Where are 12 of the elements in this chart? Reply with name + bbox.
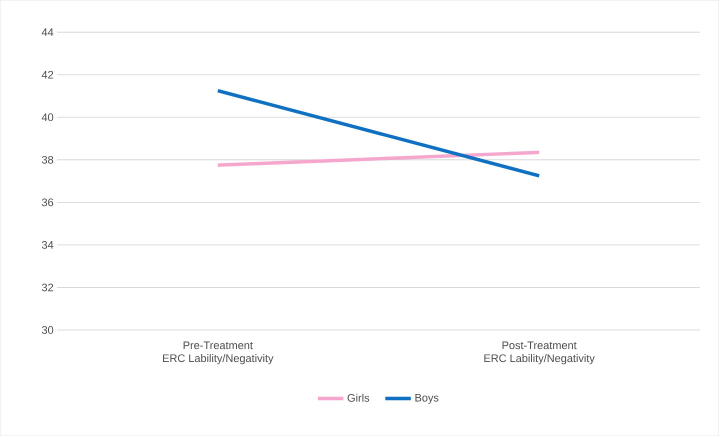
y-tick-label: 32: [42, 284, 54, 292]
x-tick-label: Pre-Treatment ERC Lability/Negativity: [163, 341, 274, 364]
x-tick-label: Post-Treatment ERC Lability/Negativity: [484, 341, 595, 364]
y-tick-label: 44: [42, 28, 54, 36]
y-tick-label: 38: [42, 156, 54, 164]
y-tick-label: 30: [42, 326, 54, 334]
legend-label: Boys: [415, 394, 438, 404]
y-tick-label: 42: [42, 70, 54, 78]
y-tick-label: 34: [42, 240, 54, 249]
y-tick-label: 36: [42, 198, 54, 206]
y-tick-label: 40: [42, 113, 54, 122]
legend-label: Girls: [348, 394, 370, 402]
